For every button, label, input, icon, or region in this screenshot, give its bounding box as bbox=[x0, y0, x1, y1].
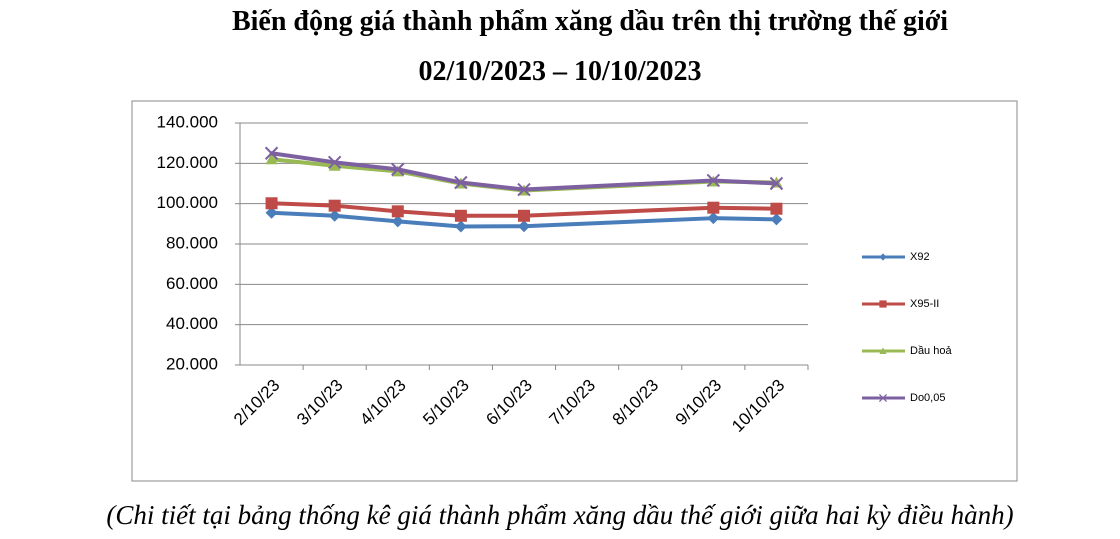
series-line bbox=[395, 167, 463, 185]
marker bbox=[454, 175, 468, 190]
marker bbox=[769, 176, 784, 191]
legend-label: X95-II bbox=[910, 298, 939, 310]
marker bbox=[518, 220, 530, 233]
series-line bbox=[395, 209, 463, 218]
x-tick-label: 5/10/23 bbox=[419, 376, 473, 430]
chart-frame bbox=[131, 100, 1018, 482]
marker bbox=[770, 202, 783, 215]
x-tick-label: 6/10/23 bbox=[482, 376, 536, 430]
y-tick-label: 20.000 bbox=[166, 354, 218, 373]
series-line bbox=[332, 160, 400, 172]
marker bbox=[265, 153, 278, 165]
caption: (Chi tiết tại bảng thống kê giá thành ph… bbox=[106, 500, 1013, 530]
series-line bbox=[395, 219, 463, 229]
series-line bbox=[332, 203, 400, 214]
marker bbox=[327, 155, 342, 170]
marker bbox=[454, 220, 467, 233]
legend-marker bbox=[879, 253, 887, 261]
marker bbox=[265, 206, 278, 219]
y-tick-label: 40.000 bbox=[166, 314, 218, 333]
marker bbox=[391, 215, 404, 228]
y-tick-label: 120.000 bbox=[157, 153, 218, 172]
legend-label: Do0,05 bbox=[910, 392, 945, 404]
y-tick-label: 60.000 bbox=[166, 274, 218, 293]
y-tick-label: 80.000 bbox=[166, 233, 218, 252]
x-tick-label: 9/10/23 bbox=[672, 376, 726, 430]
marker bbox=[707, 212, 720, 225]
series-line bbox=[269, 157, 337, 168]
legend-marker bbox=[879, 300, 887, 308]
marker bbox=[454, 209, 467, 222]
marker bbox=[517, 182, 531, 197]
series-line bbox=[522, 205, 716, 218]
y-tick-label: 100.000 bbox=[157, 193, 218, 212]
y-tick-label: 140.000 bbox=[157, 112, 218, 131]
series-line bbox=[332, 163, 400, 174]
marker bbox=[770, 213, 783, 226]
marker bbox=[391, 205, 404, 218]
x-tick-label: 7/10/23 bbox=[546, 376, 600, 430]
series-line bbox=[522, 178, 716, 192]
x-tick-label: 3/10/23 bbox=[293, 376, 347, 430]
x-tick-label: 4/10/23 bbox=[356, 376, 410, 430]
marker bbox=[706, 173, 721, 188]
series-line bbox=[711, 178, 779, 186]
x-tick-label: 8/10/23 bbox=[609, 376, 663, 430]
marker bbox=[265, 197, 278, 210]
series-line bbox=[269, 201, 337, 208]
marker bbox=[518, 209, 530, 222]
series-line bbox=[458, 180, 526, 192]
marker bbox=[328, 159, 341, 171]
series-line bbox=[711, 205, 779, 211]
marker bbox=[391, 162, 405, 177]
chart-subtitle: 02/10/2023 – 10/10/2023 bbox=[418, 56, 701, 87]
legend-label: X92 bbox=[910, 251, 930, 263]
series-line bbox=[269, 210, 337, 218]
series-line bbox=[332, 213, 400, 224]
marker bbox=[707, 201, 720, 214]
legend-label: Dầu hoả bbox=[910, 345, 952, 357]
legend-marker bbox=[878, 393, 888, 403]
legend-marker bbox=[879, 347, 887, 354]
series-line bbox=[269, 151, 337, 165]
marker bbox=[328, 209, 341, 222]
x-tick-label: 2/10/23 bbox=[230, 376, 284, 430]
series-line bbox=[711, 216, 779, 222]
x-tick-label: 10/10/23 bbox=[728, 376, 788, 436]
chart-title: Biến động giá thành phẩm xăng dầu trên t… bbox=[232, 6, 948, 37]
marker bbox=[328, 199, 341, 212]
series-line bbox=[522, 216, 716, 229]
marker bbox=[264, 146, 279, 160]
